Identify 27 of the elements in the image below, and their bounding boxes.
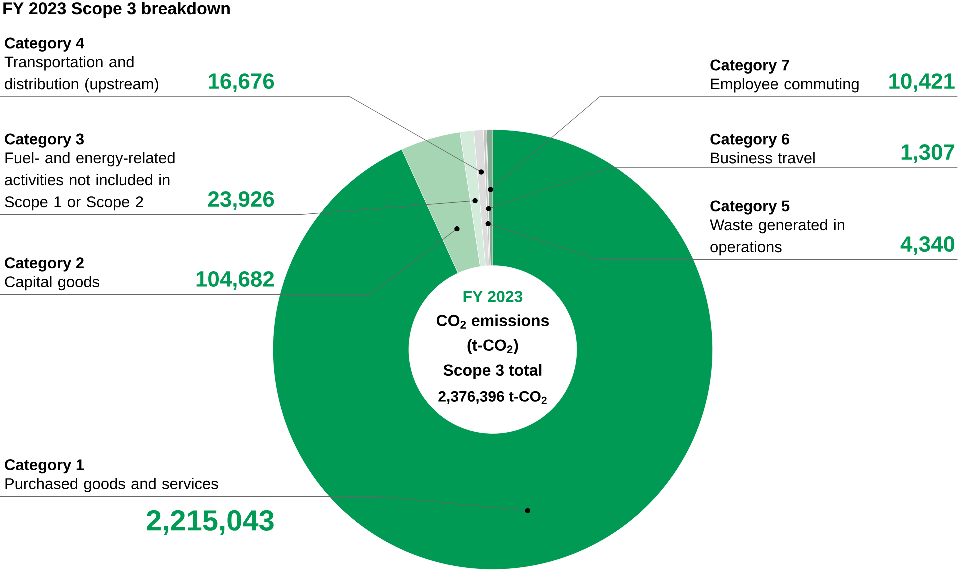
data-label: 1,307	[902, 144, 955, 164]
slice-label: Waste generated in operations	[710, 219, 844, 256]
text: Category 2	[5, 258, 84, 272]
slice-label: Employee commuting	[711, 78, 859, 93]
text: (t-CO$_{2}$)	[468, 340, 518, 354]
text: Category 3	[5, 134, 84, 148]
slice-label: Fuel- and energy-related activities not included in Scope 1 or Scope 2	[5, 152, 175, 211]
text: Category 5	[710, 200, 790, 215]
text: Category 6	[710, 134, 790, 148]
text: Scope 3 total	[444, 364, 542, 380]
slice-label: Transportation and distribution (upstream)	[4, 56, 158, 93]
chart-title: FY 2023 Scope 3 breakdown	[4, 2, 230, 18]
text: CO$_{2}$ emissions	[436, 314, 550, 330]
text: Category 4	[5, 38, 84, 52]
slice-label: Purchased goods and services	[6, 478, 218, 493]
data-label: 16,676	[209, 74, 274, 93]
text: Category 1	[5, 460, 84, 474]
data-label: 104,682	[196, 272, 274, 290]
slice-label: Business travel	[711, 152, 815, 164]
data-label: 2,215,043	[147, 510, 274, 536]
text: 2,376,396 t-CO$_{2}$	[438, 392, 547, 404]
text: Category 7	[710, 60, 790, 74]
data-label: 4,340	[900, 236, 955, 256]
data-label: 23,926	[208, 192, 274, 210]
text: FY 2023	[464, 291, 523, 303]
data-label: 10,421	[890, 74, 955, 93]
slice-label: Capital goods	[5, 276, 100, 291]
